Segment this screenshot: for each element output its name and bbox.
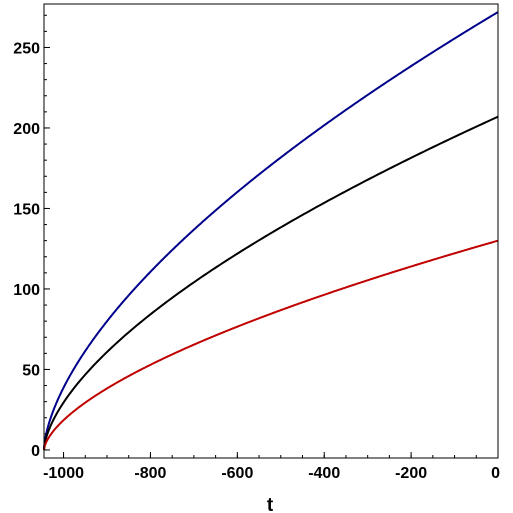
series-line-3 (43, 239, 499, 451)
x-tick-label: -200 (395, 465, 427, 482)
y-tick-label: 50 (22, 362, 40, 379)
x-axis-label: t (267, 495, 274, 513)
series-layer (43, 11, 499, 451)
y-tick-label: 150 (13, 201, 40, 218)
plot-frame (43, 3, 499, 459)
x-tick-label: 0 (491, 465, 500, 482)
y-tick-label: 250 (13, 40, 40, 57)
x-tick-label: -1000 (43, 465, 84, 482)
series-line-2 (43, 115, 499, 450)
series-line-1 (43, 11, 499, 450)
y-tick-label: 200 (13, 121, 40, 138)
y-tick-label: 0 (31, 443, 40, 460)
axes-layer: 0 50 100 150 200 250 -1000 -800 -600 -400 -200 0 (13, 3, 500, 482)
y-tick-label: 100 (13, 282, 40, 299)
x-tick-label: -800 (134, 465, 166, 482)
x-tick-label: -400 (308, 465, 340, 482)
x-tick-label: -600 (221, 465, 253, 482)
